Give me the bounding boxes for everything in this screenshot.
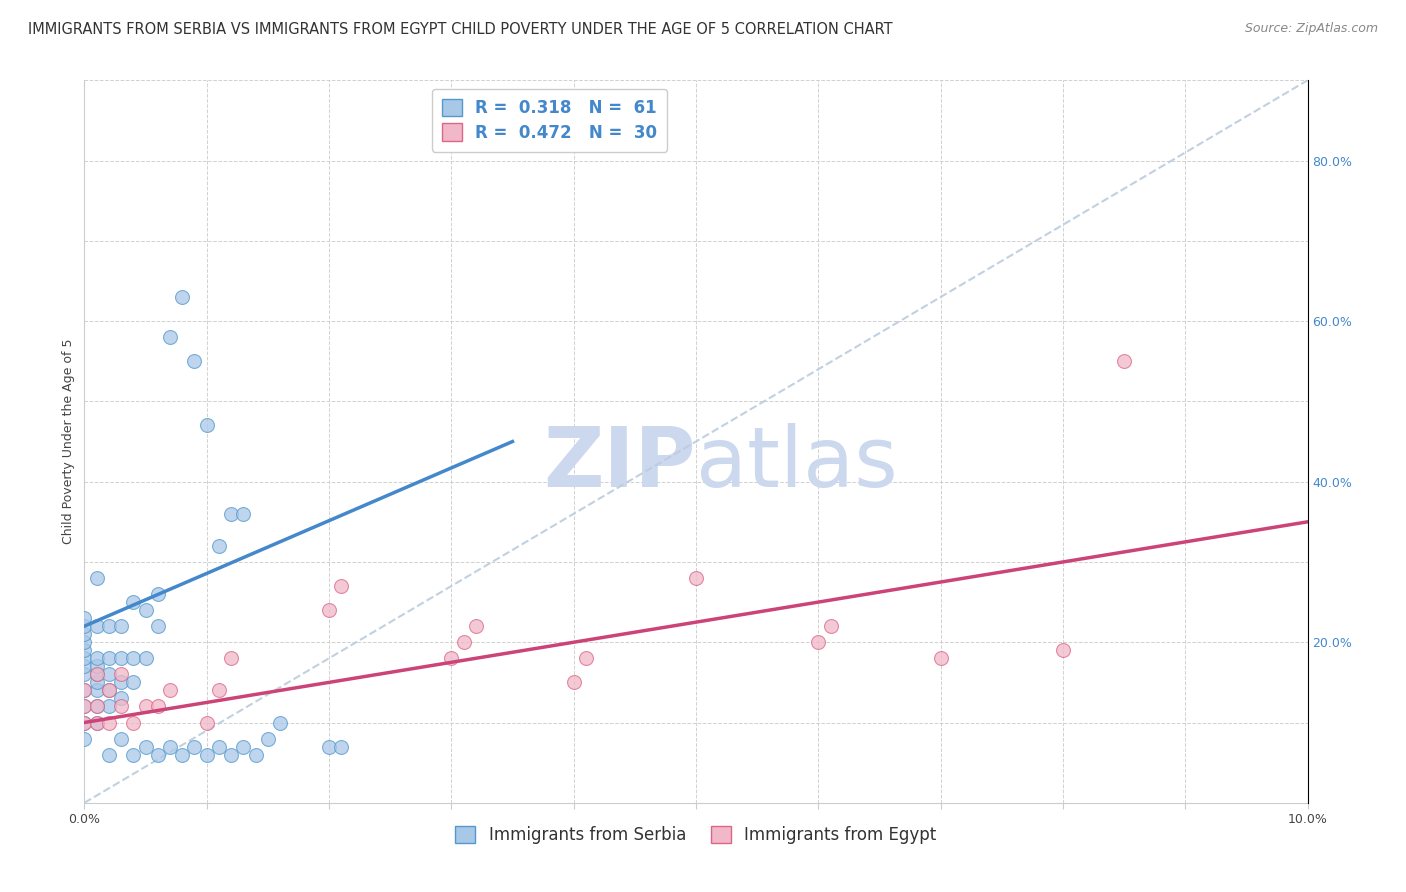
Point (73, 635, 96, 649)
Point (73, 619, 96, 633)
Point (73, 683, 96, 698)
Point (86, 715, 108, 730)
Point (807, 635, 830, 649)
Point (318, 739, 340, 754)
Point (86, 667, 108, 681)
Point (464, 619, 486, 633)
Point (122, 651, 145, 665)
Point (110, 731, 132, 746)
Point (453, 635, 475, 649)
Point (73, 683, 96, 698)
Point (135, 651, 157, 665)
Point (73, 651, 96, 665)
Point (208, 683, 231, 698)
Point (86, 715, 108, 730)
Point (232, 507, 254, 521)
Point (97, 619, 120, 633)
Point (73, 699, 96, 714)
Text: Source: ZipAtlas.com: Source: ZipAtlas.com (1244, 22, 1378, 36)
Point (122, 675, 145, 690)
Point (86, 683, 108, 698)
Point (820, 619, 842, 633)
Point (219, 747, 242, 762)
Point (86, 571, 108, 585)
Point (86, 667, 108, 681)
Point (219, 507, 242, 521)
Point (232, 739, 254, 754)
Point (122, 715, 145, 730)
Point (172, 290, 194, 304)
Point (110, 699, 132, 714)
Point (97, 651, 120, 665)
Point (73, 611, 96, 625)
Point (97, 683, 120, 698)
Point (172, 747, 194, 762)
Text: ZIP: ZIP (544, 423, 696, 504)
Point (257, 731, 280, 746)
Y-axis label: Child Poverty Under the Age of 5: Child Poverty Under the Age of 5 (62, 339, 75, 544)
Point (73, 699, 96, 714)
Point (110, 691, 132, 706)
Point (73, 643, 96, 657)
Point (135, 699, 157, 714)
Point (159, 330, 181, 344)
Point (183, 739, 205, 754)
Text: atlas: atlas (696, 423, 897, 504)
Point (1114, 354, 1136, 368)
Point (929, 651, 952, 665)
Point (575, 651, 598, 665)
Point (110, 619, 132, 633)
Point (159, 739, 181, 754)
Point (97, 667, 120, 681)
Point (135, 603, 157, 617)
Point (146, 587, 169, 601)
Point (86, 675, 108, 690)
Point (97, 715, 120, 730)
Point (195, 747, 218, 762)
Point (97, 699, 120, 714)
Point (685, 571, 707, 585)
Point (86, 651, 108, 665)
Point (195, 715, 218, 730)
Point (86, 699, 108, 714)
Point (73, 667, 96, 681)
Point (110, 667, 132, 681)
Point (86, 619, 108, 633)
Point (73, 627, 96, 641)
Point (146, 619, 169, 633)
Point (86, 699, 108, 714)
Point (183, 354, 205, 368)
Legend: Immigrants from Serbia, Immigrants from Egypt: Immigrants from Serbia, Immigrants from … (447, 817, 945, 852)
Point (562, 675, 585, 690)
Point (330, 579, 353, 593)
Point (146, 747, 169, 762)
Point (73, 731, 96, 746)
Point (159, 683, 181, 698)
Point (269, 715, 291, 730)
Point (208, 539, 231, 553)
Point (110, 675, 132, 690)
Point (97, 683, 120, 698)
Point (73, 715, 96, 730)
Point (440, 651, 463, 665)
Point (122, 595, 145, 609)
Point (146, 699, 169, 714)
Point (110, 651, 132, 665)
Point (330, 739, 353, 754)
Point (219, 651, 242, 665)
Point (86, 659, 108, 673)
Point (1052, 643, 1074, 657)
Point (318, 603, 340, 617)
Point (208, 739, 231, 754)
Point (97, 747, 120, 762)
Point (73, 715, 96, 730)
Point (122, 747, 145, 762)
Text: IMMIGRANTS FROM SERBIA VS IMMIGRANTS FROM EGYPT CHILD POVERTY UNDER THE AGE OF 5: IMMIGRANTS FROM SERBIA VS IMMIGRANTS FRO… (28, 22, 893, 37)
Point (245, 747, 267, 762)
Point (73, 659, 96, 673)
Point (135, 739, 157, 754)
Point (195, 418, 218, 433)
